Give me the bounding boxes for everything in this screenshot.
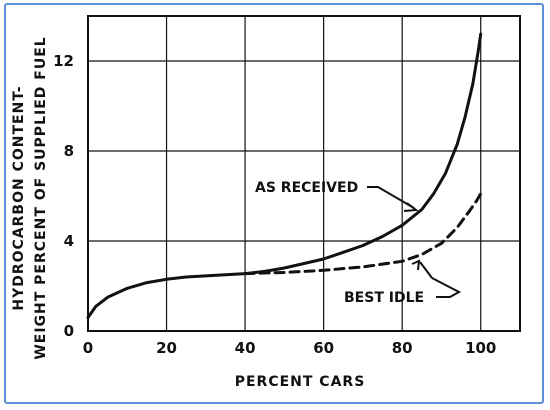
- series-layer: [86, 32, 483, 319]
- x-tick-label: 80: [392, 339, 413, 357]
- series-line-as-received: [86, 32, 483, 319]
- annotations: AS RECEIVED BEST IDLE: [255, 180, 462, 306]
- grid-layer: [88, 16, 520, 331]
- annotation-leader-as-received: [367, 186, 415, 209]
- x-tick-label: 20: [156, 339, 177, 357]
- y-tick-label: 8: [64, 142, 74, 160]
- arrowhead: [411, 259, 421, 271]
- plot-area: [87, 15, 521, 332]
- x-axis-label: PERCENT CARS: [235, 374, 366, 390]
- x-tick-label: 60: [313, 339, 334, 357]
- x-tick-label: 40: [235, 339, 256, 357]
- annotation-as-received: AS RECEIVED: [255, 180, 358, 196]
- annotation-best-idle: BEST IDLE: [344, 290, 424, 306]
- figure-frame: [4, 3, 544, 404]
- tick-labels: 0 20 40 60 80 100 0 4 8 12: [53, 52, 496, 357]
- y-tick-label: 12: [53, 52, 74, 70]
- annotation-leader-best-idle-1: [431, 277, 462, 298]
- x-tick-label: 0: [83, 339, 93, 357]
- y-tick-label: 4: [64, 232, 74, 250]
- x-tick-label: 100: [465, 339, 496, 357]
- y-tick-label: 0: [64, 322, 74, 340]
- y-axis-label-line-1: HYDROCARBON CONTENT-: [11, 85, 27, 310]
- arrowhead: [403, 202, 419, 212]
- y-axis-label-line-2: WEIGHT PERCENT OF SUPPLIED FUEL: [33, 36, 49, 359]
- annotation-leader-best-idle-2: [419, 261, 433, 279]
- series-line-best-idle: [243, 192, 483, 276]
